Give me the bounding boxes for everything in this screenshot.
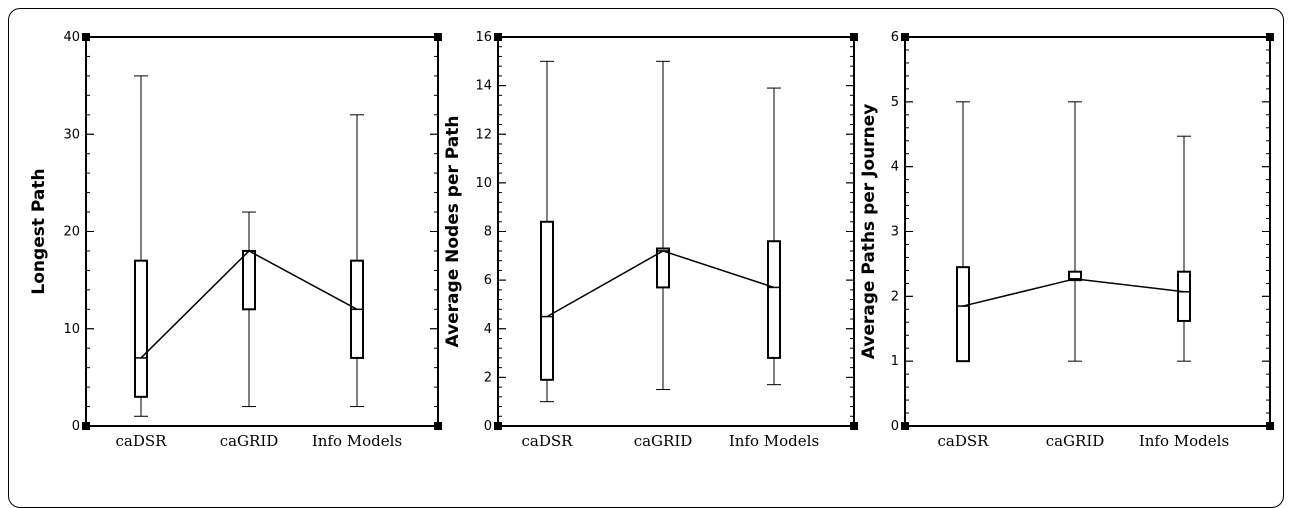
x-tick-label-info-models: Info Models [729, 432, 819, 450]
y-tick-label: 40 [63, 30, 80, 45]
x-tick-label-cagrid: caGRID [220, 432, 279, 450]
box-cagrid [656, 247, 670, 289]
y-tick-label: 16 [475, 30, 492, 45]
y-tick-label: 10 [63, 322, 80, 337]
x-tick-label-info-models: Info Models [1139, 432, 1229, 450]
longest-path-boxplot: 0 10 20 30 40 Longest Path caDSR caGRID Info Mod… [29, 30, 442, 450]
y-tick-label: 8 [484, 225, 492, 240]
box-cadsr [134, 259, 148, 398]
x-tick-label-cagrid: caGRID [1046, 432, 1105, 450]
y-tick-label: 1 [891, 354, 899, 369]
y-tick-label: 0 [484, 419, 492, 434]
x-tick-label-cadsr: caDSR [522, 432, 574, 450]
box-cadsr [540, 220, 554, 381]
box-cagrid [1068, 270, 1082, 282]
y-tick-label: 6 [484, 273, 492, 288]
y-tick-label: 0 [72, 419, 80, 434]
y-tick-label: 3 [891, 225, 899, 240]
y-axis-label: Average Nodes per Path [443, 116, 463, 348]
box-cadsr [956, 266, 970, 363]
x-tick-label-cadsr: caDSR [938, 432, 990, 450]
y-tick-label: 0 [891, 419, 899, 434]
y-tick-label: 5 [891, 95, 899, 110]
y-tick-label: 6 [891, 30, 899, 45]
x-tick-label-cadsr: caDSR [116, 432, 168, 450]
y-axis-label: Longest Path [29, 168, 49, 294]
y-tick-label: 14 [475, 79, 492, 94]
average-nodes-per-path-boxplot: 0 2 4 6 8 10 12 14 16 Average Nodes per Path caDSR… [443, 30, 858, 450]
y-tick-label: 4 [891, 160, 899, 175]
y-tick-label: 30 [63, 127, 80, 142]
y-tick-label: 10 [475, 176, 492, 191]
median-connecting-line [546, 250, 775, 318]
average-paths-per-journey-boxplot: 0 1 2 3 4 5 6 Average Paths per Journey caDSR caG… [859, 30, 1274, 450]
y-tick-label: 2 [484, 370, 492, 385]
box-info-models [767, 240, 781, 359]
median-connecting-line [140, 250, 358, 359]
y-axis-label: Average Paths per Journey [859, 104, 879, 360]
y-tick-label: 12 [475, 127, 492, 142]
y-tick-label: 20 [63, 225, 80, 240]
y-tick-label: 4 [484, 322, 492, 337]
median-connecting-line [962, 278, 1185, 307]
x-tick-label-cagrid: caGRID [634, 432, 693, 450]
x-tick-label-info-models: Info Models [312, 432, 402, 450]
box-info-models [1177, 270, 1191, 322]
y-tick-label: 2 [891, 289, 899, 304]
box-cagrid [242, 249, 256, 311]
